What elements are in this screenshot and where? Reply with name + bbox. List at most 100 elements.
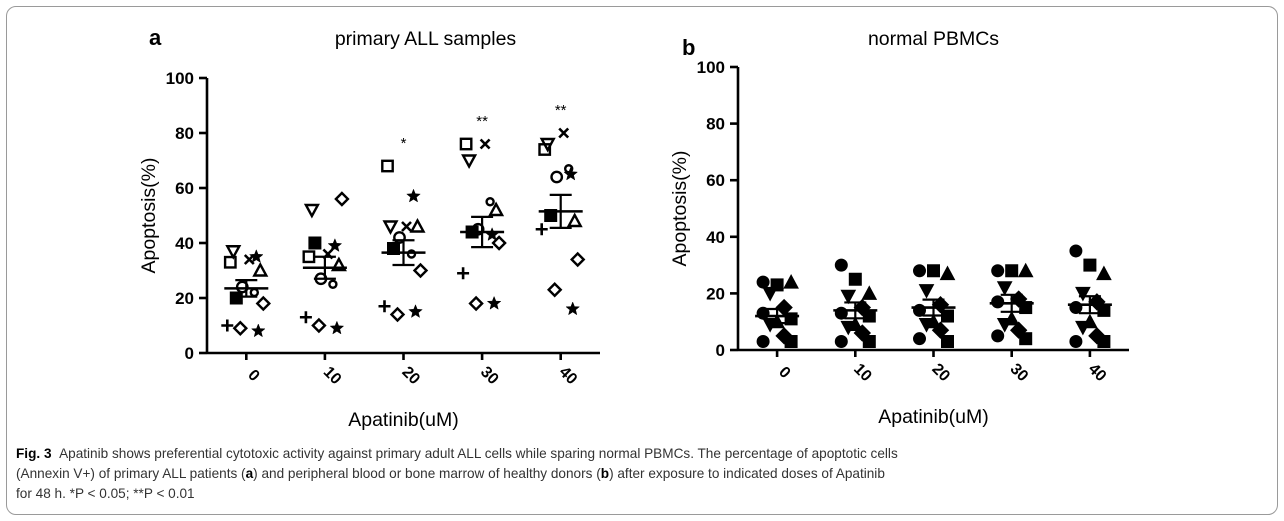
a-point-1-9 — [299, 311, 312, 324]
a-point-0-3 — [223, 255, 237, 269]
panel-a-chart: a primary ALL samples 0 20 40 60 80 100 0 10 20 30 4… — [138, 25, 600, 431]
b-xtick-label-4: 40 — [1085, 361, 1110, 386]
a-point-0-7 — [229, 291, 243, 305]
a-point-0-8 — [255, 295, 271, 312]
a-panel-label: a — [149, 25, 162, 50]
a-ytick-label-4: 80 — [175, 124, 194, 143]
b-xtick-label-2: 20 — [928, 361, 953, 386]
a-point-4-4 — [566, 212, 583, 228]
caption-text-2c: ) after exposure to indicated doses of A… — [609, 466, 885, 481]
a-point-0-11 — [250, 323, 266, 338]
b-ytick-label-4: 80 — [706, 115, 725, 134]
a-point-1-3 — [302, 250, 316, 264]
b-xtick-label-0: 0 — [775, 364, 793, 382]
b-point-3-10 — [991, 329, 1005, 343]
figure-frame — [6, 6, 1278, 515]
a-point-3-4 — [488, 201, 505, 217]
b-point-0-3 — [762, 286, 778, 302]
a-point-1-10 — [311, 317, 327, 334]
a-point-2-0 — [382, 220, 399, 236]
a-point-2-6 — [406, 249, 417, 259]
a-point-4-5 — [550, 170, 564, 184]
b-title: normal PBMCs — [868, 28, 999, 50]
a-point-3-9 — [457, 267, 470, 280]
a-ytick-label-5: 100 — [166, 69, 194, 88]
a-point-0-10 — [232, 320, 248, 336]
a-ytick-label-0: 0 — [185, 344, 194, 363]
b-point-2-8 — [918, 318, 935, 333]
a-point-0-2 — [243, 254, 255, 265]
b-point-4-3 — [1075, 286, 1091, 302]
b-point-2-11 — [941, 335, 954, 349]
a-point-1-8 — [334, 191, 350, 207]
caption-fig-label: Fig. 3 — [16, 446, 52, 461]
b-xtick-label-3: 30 — [1007, 361, 1032, 386]
b-point-2-1 — [927, 264, 940, 278]
b-point-1-0 — [834, 258, 848, 272]
caption-line-2: (Annexin V+) of primary ALL patients (a)… — [16, 464, 1272, 484]
a-point-1-7 — [308, 236, 322, 250]
b-point-0-8 — [762, 318, 778, 333]
a-point-3-10 — [468, 295, 484, 312]
b-point-2-0 — [913, 264, 926, 278]
caption-text-2a: (Annexin V+) of primary ALL patients ( — [16, 466, 246, 481]
b-point-1-2 — [861, 285, 878, 300]
b-point-3-11 — [1019, 332, 1033, 346]
a-significance-3: ** — [476, 113, 488, 130]
caption-text-2b: ) and peripheral blood or bone marrow of… — [253, 466, 601, 481]
a-point-2-11 — [408, 304, 423, 318]
caption-bold-a: a — [245, 466, 254, 481]
b-point-0-10 — [756, 335, 770, 349]
a-point-3-3 — [459, 137, 473, 151]
a-point-3-0 — [461, 154, 478, 170]
b-x-axis-title: Apatinib(uM) — [878, 406, 989, 428]
b-ytick-label-2: 40 — [706, 228, 725, 247]
b-point-1-10 — [834, 335, 848, 349]
b-point-3-1 — [1005, 264, 1019, 278]
b-point-2-9 — [931, 321, 950, 339]
figure-caption: Fig. 3 Apatinib shows preferential cytot… — [16, 444, 1272, 504]
a-point-1-11 — [329, 320, 345, 335]
b-point-1-3 — [840, 289, 857, 305]
a-point-4-10 — [547, 282, 563, 298]
b-point-1-1 — [848, 272, 862, 286]
a-point-2-10 — [389, 306, 406, 323]
a-point-1-6 — [328, 279, 338, 289]
a-point-1-1 — [327, 238, 343, 252]
a-xtick-label-4: 40 — [556, 364, 581, 389]
a-ytick-label-3: 60 — [175, 179, 194, 198]
b-point-1-8 — [840, 320, 857, 336]
a-point-3-2 — [479, 138, 491, 150]
b-ytick-label-1: 20 — [706, 284, 725, 303]
b-point-2-2 — [939, 265, 956, 281]
b-point-3-0 — [991, 264, 1005, 278]
a-point-2-2 — [401, 221, 412, 232]
b-point-0-2 — [783, 274, 799, 289]
b-point-2-10 — [913, 332, 926, 346]
a-xtick-label-3: 30 — [477, 364, 502, 389]
a-ytick-label-2: 40 — [175, 234, 194, 253]
a-point-0-6 — [249, 287, 260, 298]
b-panel-label: b — [682, 35, 695, 60]
a-point-3-6 — [485, 197, 495, 207]
a-point-0-1 — [248, 249, 264, 263]
b-ytick-label-0: 0 — [716, 341, 725, 360]
a-point-2-4 — [409, 217, 426, 233]
a-point-3-8 — [491, 235, 507, 251]
b-point-3-2 — [1017, 262, 1034, 278]
a-point-4-8 — [570, 251, 586, 268]
caption-line-3: for 48 h. *P < 0.05; **P < 0.01 — [16, 484, 1272, 504]
b-point-2-3 — [918, 284, 935, 299]
a-point-2-8 — [412, 262, 429, 279]
caption-bold-b: b — [600, 466, 610, 481]
panel-b-chart: b normal PBMCs 0 20 40 60 80 100 0 10 20 30 40 Apopto… — [669, 28, 1129, 428]
a-point-1-0 — [303, 203, 320, 219]
b-point-3-8 — [996, 318, 1013, 333]
b-point-3-3 — [996, 281, 1013, 296]
b-point-4-6 — [1097, 303, 1111, 317]
b-point-0-0 — [756, 275, 770, 289]
a-xtick-label-2: 20 — [398, 364, 423, 389]
a-significance-4: ** — [555, 102, 567, 119]
a-point-0-9 — [221, 319, 234, 332]
